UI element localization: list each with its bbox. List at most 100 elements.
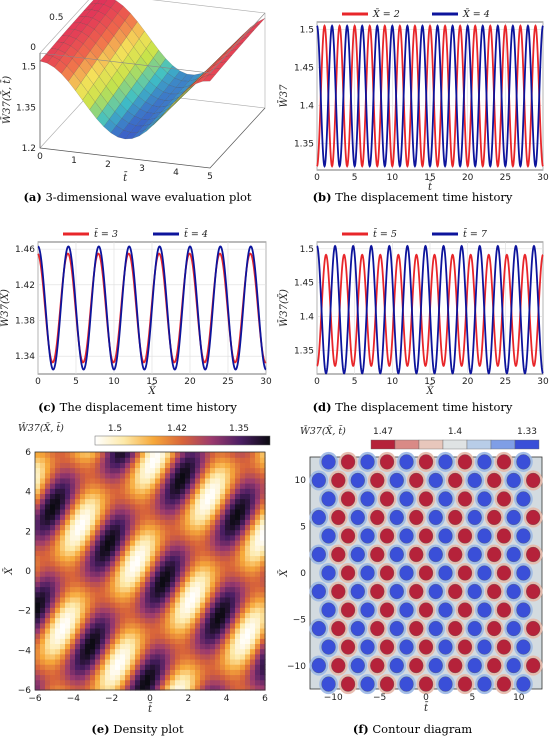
heatmap-cell [185, 648, 191, 655]
heatmap-cell [215, 565, 221, 572]
contour-core [321, 602, 336, 618]
heatmap-cell [45, 602, 51, 608]
heatmap-cell [150, 648, 156, 655]
heatmap-cell [255, 529, 261, 536]
heatmap-cell [55, 452, 61, 458]
heatmap-cell [115, 498, 121, 505]
heatmap-cell [95, 658, 101, 665]
heatmap-cell [160, 638, 166, 645]
heatmap-cell [50, 581, 56, 588]
heatmap-cell [205, 565, 211, 572]
heatmap-cell [95, 633, 101, 639]
contour-core [409, 546, 424, 563]
contour-core [350, 657, 365, 674]
heatmap-cell [240, 596, 246, 603]
heatmap-cell [105, 648, 111, 655]
heatmap-cell [85, 638, 91, 645]
legend-tick-label: 1.4 [448, 427, 463, 437]
heatmap-cell [200, 658, 206, 665]
heatmap-cell [165, 576, 171, 582]
heatmap-cell [200, 514, 206, 520]
contour-core [321, 491, 336, 507]
heatmap-cell [225, 627, 231, 634]
x-tick-label: 15 [424, 173, 435, 183]
heatmap-cell [100, 488, 106, 494]
legend-label-2: t̄ = 4 [184, 228, 208, 240]
heatmap-cell [60, 550, 66, 557]
heatmap-cell [75, 633, 81, 639]
heatmap-cell [135, 565, 141, 572]
heatmap-cell [45, 493, 51, 500]
heatmap-cell [145, 638, 151, 645]
heatmap-cell [145, 483, 151, 489]
heatmap-cell [110, 498, 116, 505]
heatmap-cell [150, 477, 156, 484]
heatmap-cell [220, 633, 226, 639]
heatmap-cell [110, 638, 116, 645]
heatmap-cell [85, 514, 91, 520]
heatmap-cell [40, 493, 46, 500]
heatmap-cell [250, 612, 256, 619]
heatmap-cell [130, 679, 136, 686]
heatmap-cell [135, 550, 141, 557]
heatmap-cell [60, 565, 66, 572]
heatmap-cell [250, 519, 256, 526]
heatmap-cell [205, 648, 211, 655]
heatmap-cell [180, 498, 186, 505]
heatmap-cell [110, 477, 116, 484]
heatmap-cell [45, 643, 51, 650]
heatmap-cell [210, 571, 216, 577]
contour-core [340, 639, 356, 655]
heatmap-cell [205, 524, 211, 531]
heatmap-cell [190, 602, 196, 608]
legend-label-1: t̄ = 3 [94, 228, 118, 240]
heatmap-cell [65, 498, 71, 505]
heatmap-cell [210, 627, 216, 634]
contour-core [360, 454, 375, 470]
heatmap-cell [90, 498, 96, 505]
contour-core [516, 454, 531, 470]
heatmap-cell [235, 679, 241, 686]
heatmap-cell [40, 555, 46, 562]
heatmap-cell [210, 612, 216, 619]
heatmap-cell [235, 488, 241, 494]
heatmap-cell [105, 669, 111, 676]
heatmap-cell [140, 534, 146, 541]
heatmap-cell [235, 617, 241, 624]
heatmap-cell [260, 576, 266, 582]
heatmap-cell [120, 633, 126, 639]
heatmap-cell [230, 493, 236, 500]
heatmap-cell [260, 534, 266, 541]
heatmap-cell [155, 529, 161, 536]
heatmap-cell [150, 622, 156, 629]
heatmap-cell [130, 617, 136, 624]
heatmap-cell [50, 638, 56, 645]
heatmap-cell [225, 560, 231, 567]
heatmap-cell [105, 576, 111, 582]
heatmap-cell [85, 483, 91, 489]
contour-core [399, 528, 414, 544]
heatmap-cell [140, 669, 146, 676]
heatmap-cell [140, 581, 146, 588]
heatmap-cell [70, 596, 76, 603]
heatmap-cell [125, 627, 131, 634]
heatmap-cell [235, 477, 241, 484]
heatmap-cell [55, 612, 61, 619]
heatmap-cell [235, 653, 241, 660]
heatmap-cell [210, 596, 216, 603]
heatmap-cell [115, 658, 121, 665]
contour-core [457, 454, 473, 470]
heatmap-cell [150, 612, 156, 619]
heatmap-cell [55, 653, 61, 660]
heatmap-cell [80, 452, 86, 458]
heatmap-cell [155, 627, 161, 634]
heatmap-cell [180, 591, 186, 598]
heatmap-cell [235, 607, 241, 613]
heatmap-cell [50, 643, 56, 650]
heatmap-cell [215, 477, 221, 484]
heatmap-cell [175, 488, 181, 494]
heatmap-cell [155, 571, 161, 577]
heatmap-cell [190, 643, 196, 650]
heatmap-cell [65, 674, 71, 681]
heatmap-cell [130, 576, 136, 582]
